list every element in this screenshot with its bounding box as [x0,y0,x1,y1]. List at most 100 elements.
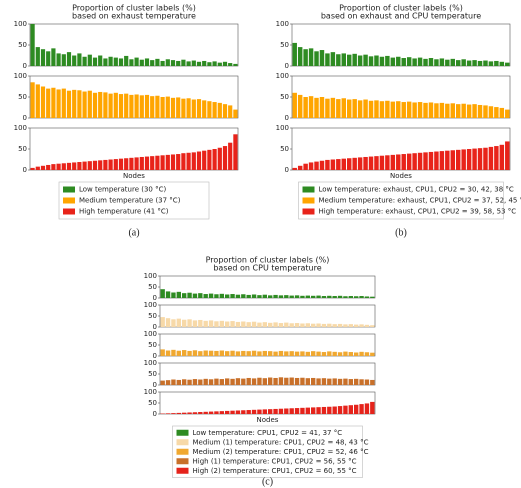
bar [228,105,233,118]
bar [488,146,494,170]
y-tick-label: 100 [14,20,27,28]
bar [284,408,289,414]
bar [303,163,308,170]
bar [182,412,187,414]
bar [262,378,267,385]
bar [499,61,505,66]
bar [186,61,191,66]
bar [192,350,198,356]
bar [46,51,51,66]
bar [370,352,375,356]
bar [208,379,214,385]
bar [368,100,374,118]
legend-swatch [176,458,189,465]
bar [155,58,160,66]
bar [160,155,165,170]
bar [379,155,385,170]
bar [171,379,176,385]
bar [321,296,327,298]
bar [187,350,192,356]
bar [160,97,165,118]
bar [466,104,472,118]
bar [412,153,417,170]
bar [235,321,241,327]
bar [230,350,235,356]
bar [370,325,375,327]
bar [343,296,348,298]
bar [196,99,202,118]
y-tick-label: 50 [148,312,157,320]
bar [494,146,499,170]
bar [330,159,336,170]
bar [292,92,297,118]
bar [77,53,82,66]
bar [343,351,348,356]
bar [214,378,219,385]
bar [327,351,332,356]
bar [289,351,294,356]
bar [273,377,278,385]
bar [483,147,488,170]
bar [208,293,214,298]
chart-subtitle: based on exhaust and CPU temperature [321,12,481,21]
bar [406,57,412,66]
bar [212,61,217,66]
bar [124,158,129,170]
bar [225,378,230,385]
bar [396,56,401,66]
bar [294,408,300,414]
bar [165,96,170,118]
bar [208,411,214,414]
bar [472,104,477,118]
bar [341,158,346,170]
bar [222,61,228,66]
bar [56,53,61,66]
bar [171,349,176,356]
bar [332,378,337,385]
bar [472,148,477,170]
bar [268,377,273,385]
chart-title: Proportion of cluster labels (%) [72,4,196,13]
bar [202,150,207,170]
bar [233,134,238,170]
bar [113,159,118,170]
bar [294,377,300,385]
bar [450,58,455,66]
bar [92,160,98,170]
bar [300,323,305,327]
bar [129,157,134,170]
bar [456,60,461,66]
bar [456,104,461,118]
bar [113,92,118,118]
bar [129,94,134,118]
bar [311,351,316,356]
bar [359,296,364,298]
bar [357,157,363,170]
bar [187,379,192,385]
legend-swatch [302,186,315,193]
bar [294,295,300,298]
bar [364,403,370,414]
bar [241,294,246,298]
bar [181,153,186,170]
panel-frame [159,275,376,299]
bar [374,55,379,66]
bar [297,47,303,66]
bar [230,294,235,298]
bar [488,106,494,118]
bar [207,101,212,118]
bar [98,160,103,170]
legend-swatch [302,197,315,204]
bar [92,57,98,66]
bar [191,99,196,118]
bar [228,142,233,170]
bar [165,154,170,170]
bar [217,62,222,66]
bar [219,379,224,385]
bar [321,378,327,385]
bar [176,154,181,170]
bar [198,319,203,327]
bar [155,95,160,118]
y-tick-label: 50 [148,341,157,349]
